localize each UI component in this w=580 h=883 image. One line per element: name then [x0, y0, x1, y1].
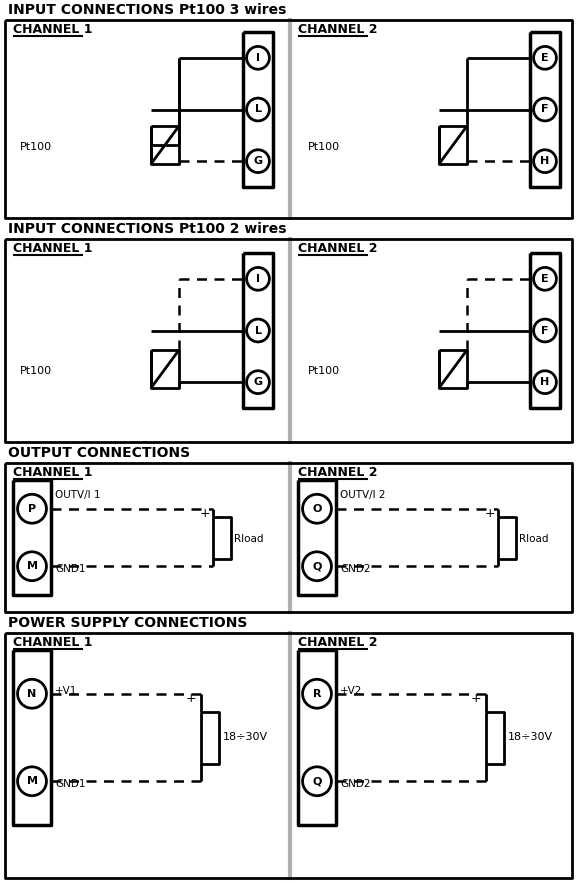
Text: CHANNEL 1: CHANNEL 1: [13, 636, 92, 649]
Circle shape: [534, 47, 556, 69]
Text: Pt100: Pt100: [308, 142, 340, 152]
Text: M: M: [27, 776, 38, 786]
Circle shape: [246, 319, 269, 342]
Circle shape: [246, 150, 269, 172]
Text: GND2: GND2: [340, 780, 371, 789]
Text: F: F: [541, 326, 549, 336]
Text: +: +: [186, 692, 196, 706]
Circle shape: [246, 47, 269, 69]
Text: POWER SUPPLY CONNECTIONS: POWER SUPPLY CONNECTIONS: [8, 616, 248, 630]
Text: GND1: GND1: [55, 780, 85, 789]
Text: I: I: [256, 53, 260, 63]
Text: CHANNEL 1: CHANNEL 1: [13, 466, 92, 479]
Text: Rload: Rload: [519, 534, 549, 545]
Text: CHANNEL 2: CHANNEL 2: [298, 466, 378, 479]
Text: G: G: [253, 377, 263, 387]
Circle shape: [246, 371, 269, 394]
Text: +V1: +V1: [55, 686, 77, 696]
Circle shape: [17, 494, 46, 524]
Text: +V2: +V2: [340, 686, 362, 696]
Text: INPUT CONNECTIONS Pt100 3 wires: INPUT CONNECTIONS Pt100 3 wires: [8, 3, 287, 17]
Text: +: +: [471, 692, 481, 706]
Circle shape: [534, 98, 556, 121]
Text: CHANNEL 1: CHANNEL 1: [13, 242, 92, 255]
Text: I: I: [256, 274, 260, 283]
Text: Q: Q: [312, 776, 322, 786]
Circle shape: [534, 319, 556, 342]
Text: L: L: [255, 104, 262, 115]
Text: E: E: [541, 274, 549, 283]
Circle shape: [303, 494, 331, 524]
Text: Q: Q: [312, 562, 322, 571]
Text: F: F: [541, 104, 549, 115]
Text: H: H: [541, 156, 550, 166]
Text: +: +: [200, 507, 211, 520]
Text: Pt100: Pt100: [20, 366, 52, 376]
Text: Pt100: Pt100: [308, 366, 340, 376]
Text: N: N: [27, 689, 37, 698]
Circle shape: [246, 268, 269, 291]
Text: CHANNEL 2: CHANNEL 2: [298, 23, 378, 36]
Text: P: P: [28, 503, 36, 514]
Text: Rload: Rload: [234, 534, 263, 545]
Text: OUTV/I 1: OUTV/I 1: [55, 490, 100, 500]
Text: GND1: GND1: [55, 564, 85, 574]
Circle shape: [303, 679, 331, 708]
Text: GND2: GND2: [340, 564, 371, 574]
Circle shape: [303, 766, 331, 796]
Circle shape: [246, 98, 269, 121]
Text: O: O: [312, 503, 322, 514]
Text: CHANNEL 2: CHANNEL 2: [298, 242, 378, 255]
Text: 18÷30V: 18÷30V: [223, 733, 268, 743]
Text: CHANNEL 1: CHANNEL 1: [13, 23, 92, 36]
Text: L: L: [255, 326, 262, 336]
Circle shape: [534, 150, 556, 172]
Text: OUTV/I 2: OUTV/I 2: [340, 490, 386, 500]
Circle shape: [17, 766, 46, 796]
Text: Pt100: Pt100: [20, 142, 52, 152]
Text: CHANNEL 2: CHANNEL 2: [298, 636, 378, 649]
Circle shape: [303, 552, 331, 581]
Text: E: E: [541, 53, 549, 63]
Circle shape: [17, 679, 46, 708]
Text: 18÷30V: 18÷30V: [508, 733, 553, 743]
Text: H: H: [541, 377, 550, 387]
Circle shape: [17, 552, 46, 581]
Circle shape: [534, 268, 556, 291]
Text: INPUT CONNECTIONS Pt100 2 wires: INPUT CONNECTIONS Pt100 2 wires: [8, 222, 287, 236]
Text: OUTPUT CONNECTIONS: OUTPUT CONNECTIONS: [8, 446, 190, 460]
Text: R: R: [313, 689, 321, 698]
Text: G: G: [253, 156, 263, 166]
Circle shape: [534, 371, 556, 394]
Text: +: +: [485, 507, 495, 520]
Text: M: M: [27, 562, 38, 571]
